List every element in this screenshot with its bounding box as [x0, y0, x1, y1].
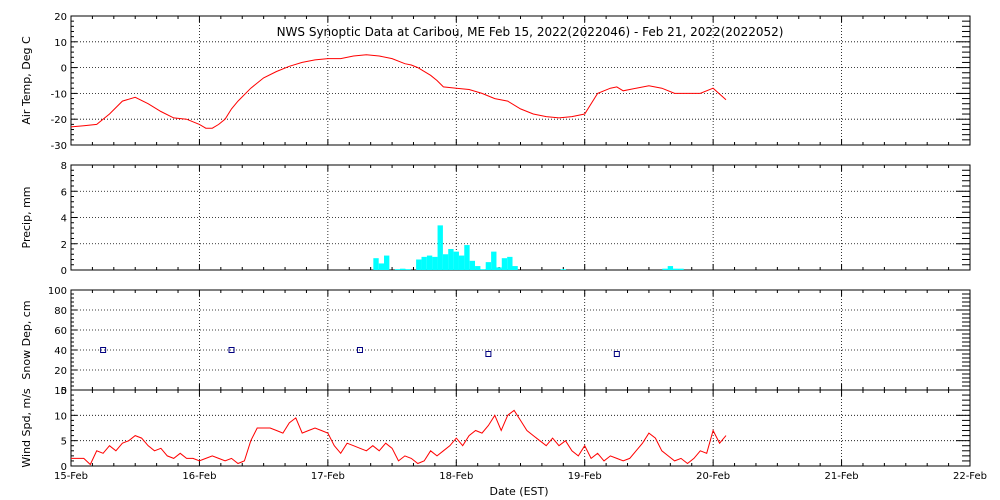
- y-tick-label: 8: [61, 161, 67, 172]
- panel-frame: [70, 289, 971, 391]
- precip-bar: [453, 251, 459, 270]
- x-tick-label: 16-Feb: [182, 471, 216, 482]
- precip-bar: [560, 269, 566, 270]
- precip-bar: [432, 256, 438, 270]
- series-group: [71, 54, 727, 129]
- precip-bar: [378, 263, 385, 270]
- precip-bar: [459, 255, 465, 270]
- y-tick-label: 60: [54, 326, 67, 337]
- panel-1: -30 -20 -10 0 10 20 Air Temp, Deg C: [20, 12, 971, 152]
- precip-bar: [512, 266, 518, 270]
- precip-bar: [672, 268, 679, 270]
- snow-depth-point: [485, 351, 492, 357]
- x-tick-label: 17-Feb: [311, 471, 345, 482]
- panel-2: 0 2 4 6 8 Precip, mm: [20, 161, 971, 277]
- series-group: [100, 347, 620, 357]
- precip-bar: [448, 249, 454, 270]
- series-group: [71, 409, 727, 466]
- y-tick-label: 2: [61, 240, 67, 251]
- y-tick-label: 5: [61, 437, 67, 448]
- y-tick-label: -20: [51, 115, 67, 126]
- precip-bar: [485, 262, 492, 270]
- series-line: [71, 54, 727, 129]
- panel-frame: [70, 389, 971, 467]
- y-tick-label: 20: [54, 12, 67, 23]
- precip-bar: [501, 258, 508, 270]
- precip-bar: [405, 269, 411, 270]
- x-tick-label: 15-Feb: [54, 471, 88, 482]
- y-tick-label: 15: [54, 386, 67, 397]
- precip-bar: [426, 255, 433, 270]
- y-axis-label: Snow Dep, cm: [20, 300, 33, 379]
- series-line: [71, 409, 727, 466]
- y-tick-label: -30: [51, 141, 67, 152]
- x-tick-label: 18-Feb: [439, 471, 473, 482]
- precip-bar: [416, 259, 422, 270]
- x-tick-label: 20-Feb: [696, 471, 730, 482]
- x-tick-label: 21-Feb: [825, 471, 859, 482]
- y-axis-label: Wind Spd, m/s: [20, 388, 33, 468]
- precip-bar: [437, 225, 443, 270]
- y-tick-label: 10: [54, 38, 67, 49]
- snow-depth-point: [356, 347, 363, 353]
- y-tick-label: 100: [48, 286, 67, 297]
- precip-bar: [400, 268, 406, 270]
- precip-bar: [667, 266, 674, 270]
- precip-bar: [442, 254, 449, 270]
- y-tick-label: 20: [54, 366, 67, 377]
- y-tick-label: 80: [54, 306, 67, 317]
- y-axis-label: Air Temp, Deg C: [20, 36, 33, 125]
- x-tick-label: 22-Feb: [953, 471, 987, 482]
- y-tick-label: 0: [61, 64, 67, 75]
- panels-layer: -30 -20 -10 0 10 20 Air Temp, Deg C 0 2 4 6 8 Precip…: [20, 12, 987, 482]
- y-tick-label: -10: [51, 89, 67, 100]
- series-group: [373, 225, 684, 270]
- panel-3: 0 20 40 60 80 100 Snow Dep, cm: [20, 286, 971, 397]
- precip-bar: [373, 258, 379, 270]
- precip-bar: [469, 260, 476, 270]
- snow-depth-point: [228, 347, 235, 353]
- precip-bar: [421, 256, 427, 270]
- precip-bar: [662, 268, 668, 270]
- y-tick-label: 0: [61, 462, 67, 473]
- chart-title: NWS Synoptic Data at Caribou, ME Feb 15,…: [277, 25, 784, 39]
- y-tick-label: 10: [54, 411, 67, 422]
- panel-4: 0 5 10 15 Wind Spd, m/s: [20, 386, 971, 473]
- panel-frame: [70, 164, 971, 271]
- x-tick-label: 19-Feb: [568, 471, 602, 482]
- snow-depth-point: [100, 347, 107, 353]
- y-axis-label: Precip, mm: [20, 187, 33, 249]
- y-tick-label: 0: [61, 386, 67, 397]
- precip-bar: [480, 269, 486, 270]
- precip-bar: [491, 251, 497, 270]
- y-tick-label: 40: [54, 346, 67, 357]
- x-axis-label: Date (EST): [489, 485, 548, 498]
- y-tick-label: 4: [61, 214, 67, 225]
- snow-depth-point: [613, 351, 620, 357]
- precip-bar: [394, 269, 401, 270]
- precip-bar: [384, 255, 390, 270]
- y-tick-label: 6: [61, 187, 67, 198]
- precip-bar: [464, 245, 470, 270]
- precip-bar: [496, 267, 502, 270]
- precip-bar: [475, 266, 481, 270]
- precip-bar: [678, 268, 684, 270]
- y-tick-label: 0: [61, 266, 67, 277]
- precip-bar: [507, 256, 513, 270]
